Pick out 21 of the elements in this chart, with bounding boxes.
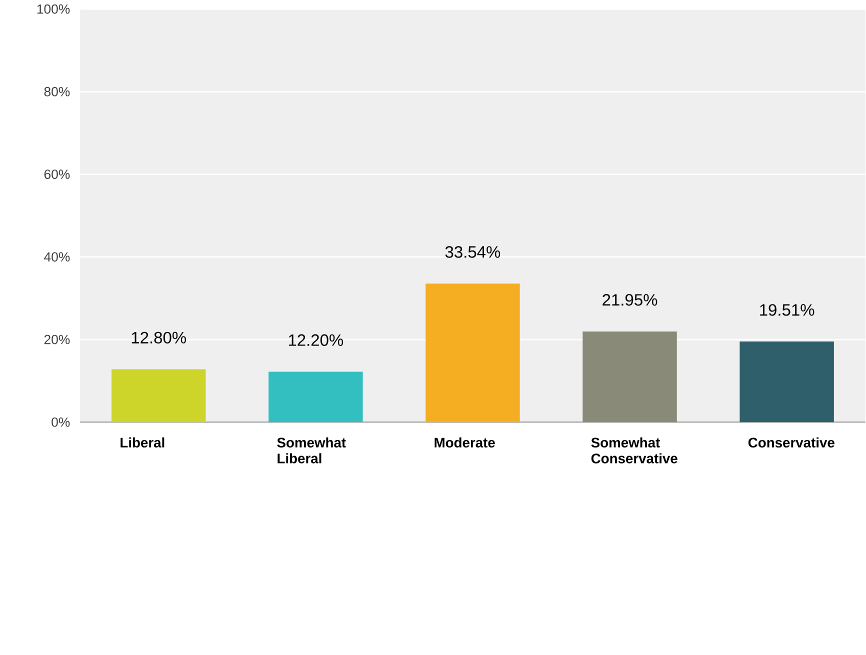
bar <box>112 370 206 422</box>
data-label: 21.95% <box>602 294 658 306</box>
x-tick-label: Conservative <box>748 438 834 448</box>
data-label: 12.20% <box>288 334 344 346</box>
data-label: 19.51% <box>760 304 814 316</box>
bar <box>426 284 520 422</box>
x-tick-label: Liberal <box>120 438 164 448</box>
x-tick-label: Somewhat Conservative <box>591 438 678 464</box>
x-tick-label: Somewhat Liberal <box>277 438 346 464</box>
bar <box>582 332 677 422</box>
x-tick-label: Moderate <box>434 438 495 448</box>
data-label: 33.54% <box>445 246 500 258</box>
y-tick-label: 40% <box>44 252 70 262</box>
bar <box>268 372 363 422</box>
y-tick-label: 20% <box>44 335 70 344</box>
y-tick-label: 80% <box>44 87 70 97</box>
y-tick-label: 60% <box>44 170 70 180</box>
y-tick-label: 0% <box>52 418 70 428</box>
data-label: 12.80% <box>132 332 186 344</box>
y-tick-label: 100% <box>37 4 70 14</box>
bar <box>740 342 834 422</box>
